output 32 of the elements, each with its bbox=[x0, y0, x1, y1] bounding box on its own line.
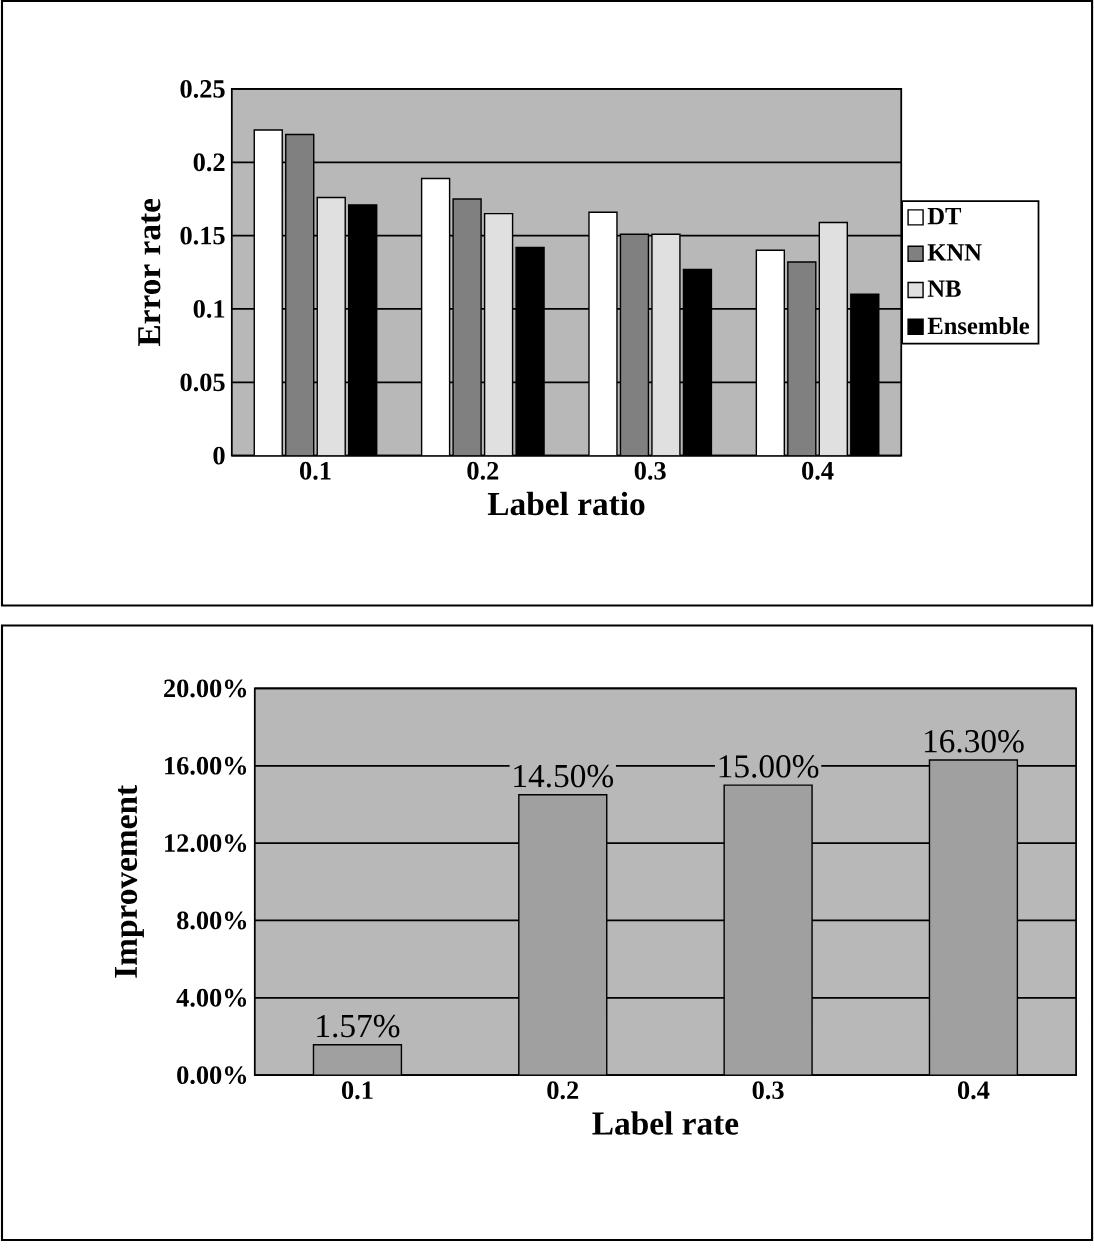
x-tick-label: 0.3 bbox=[634, 461, 666, 480]
y-tick-label: 0.2 bbox=[193, 153, 225, 172]
y-tick-label: 20.00% bbox=[164, 679, 247, 698]
legend-label: KNN bbox=[927, 244, 982, 261]
x-tick-label: 0.2 bbox=[547, 1081, 579, 1100]
data-label: 14.50% bbox=[514, 764, 614, 788]
x-tick-label: 0.4 bbox=[802, 461, 834, 480]
data-label: 1.57% bbox=[317, 1014, 400, 1038]
legend-label: NB bbox=[927, 280, 961, 297]
y-axis-title: Error rate bbox=[138, 198, 161, 346]
y-tick-label: 0 bbox=[213, 446, 225, 465]
x-axis-title: Label rate bbox=[592, 1111, 739, 1135]
legend-label: Ensemble bbox=[927, 316, 1030, 335]
x-tick-label: 0.3 bbox=[752, 1081, 784, 1100]
y-tick-label: 4.00% bbox=[176, 988, 247, 1007]
legend-label: DT bbox=[927, 208, 962, 225]
x-tick-label: 0.1 bbox=[299, 461, 331, 480]
y-tick-label: 8.00% bbox=[177, 911, 247, 930]
x-tick-label: 0.4 bbox=[957, 1081, 990, 1100]
x-tick-label: 0.2 bbox=[467, 461, 499, 480]
x-axis-title: Label ratio bbox=[487, 491, 645, 516]
y-tick-label: 0.1 bbox=[193, 300, 225, 318]
y-tick-label: 0.15 bbox=[180, 226, 225, 245]
y-tick-label: 12.00% bbox=[165, 834, 247, 853]
y-tick-label: 0.25 bbox=[180, 80, 225, 98]
x-tick-label: 0.1 bbox=[341, 1081, 373, 1100]
y-axis-title: Improvement bbox=[114, 784, 144, 978]
data-label: 15.00% bbox=[719, 755, 819, 778]
data-label: 16.30% bbox=[924, 729, 1024, 753]
y-tick-label: 16.00% bbox=[165, 756, 247, 775]
y-tick-label: 0.00% bbox=[177, 1066, 247, 1085]
y-tick-label: 0.05 bbox=[180, 373, 225, 392]
